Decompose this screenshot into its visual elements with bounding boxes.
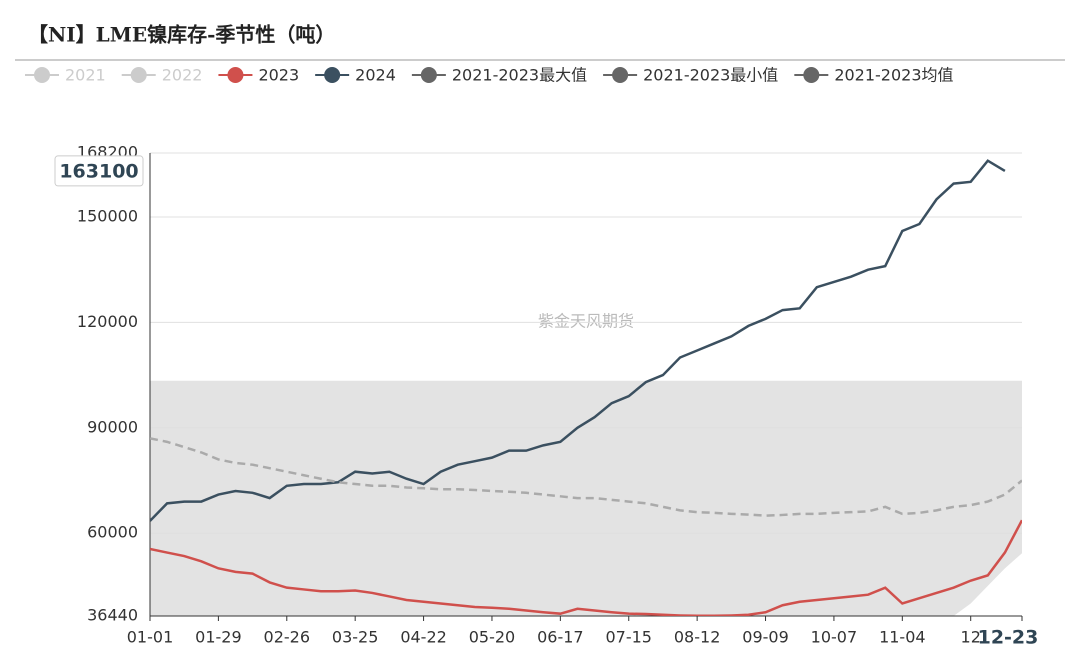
legend-marker xyxy=(227,67,244,83)
legend-marker xyxy=(803,67,820,83)
series-line xyxy=(150,437,1022,517)
x-tick-label: 04-22 xyxy=(400,628,447,647)
y-tick-label: 36440 xyxy=(87,606,138,625)
legend-item[interactable]: 2022 xyxy=(121,66,203,85)
x-tick-label: 01-01 xyxy=(127,628,174,647)
x-tick-label: 02-26 xyxy=(264,628,311,647)
legend-label: 2021 xyxy=(65,66,106,85)
legend-item[interactable]: 2024 xyxy=(315,66,396,85)
y-tick-label: 150000 xyxy=(77,206,138,225)
series-line xyxy=(150,159,1006,522)
legend-item[interactable]: 2021-2023均值 xyxy=(794,66,954,85)
x-tick-label: 09-09 xyxy=(742,628,789,647)
x-tick-label: 01-29 xyxy=(195,628,242,647)
legend-item[interactable]: 2021-2023最小值 xyxy=(603,66,778,85)
legend-marker xyxy=(612,67,629,83)
x-tick-label: 10-07 xyxy=(811,628,858,647)
watermark: 紫金天风期货 xyxy=(538,312,634,331)
x-tick-label: 12 xyxy=(961,628,981,647)
legend-item[interactable]: 2023 xyxy=(218,66,299,85)
legend-label: 2021-2023均值 xyxy=(834,66,953,85)
y-tick-label: 120000 xyxy=(77,312,138,331)
legend-item[interactable]: 2021 xyxy=(25,66,106,85)
legend-label: 2024 xyxy=(355,66,396,85)
series-line xyxy=(150,519,1022,616)
legend-marker xyxy=(34,67,50,83)
y-tick-label: 90000 xyxy=(87,417,138,436)
x-tick-label: 05-20 xyxy=(469,628,516,647)
x-tick-label: 03-25 xyxy=(332,628,379,647)
chart-title: 【NI】LME镍库存-季节性（吨） xyxy=(28,23,335,47)
x-tick-label: 08-12 xyxy=(674,628,721,647)
legend-label: 2023 xyxy=(258,66,299,85)
legend-marker xyxy=(324,67,341,83)
legend-marker xyxy=(420,67,437,83)
x-tick-label: 07-15 xyxy=(605,628,652,647)
x-tick-label: 06-17 xyxy=(537,628,584,647)
legend-label: 2021-2023最大值 xyxy=(452,66,587,85)
legend-label: 2021-2023最小值 xyxy=(643,66,778,85)
legend-marker xyxy=(130,67,147,83)
x-tick-label: 12-23 xyxy=(978,627,1039,649)
x-tick-label: 11-04 xyxy=(879,628,926,647)
y-pointer-label: 163100 xyxy=(59,160,138,182)
legend-item[interactable]: 2021-2023最大值 xyxy=(411,66,587,85)
y-tick-label: 60000 xyxy=(87,523,138,542)
y-pointer-box xyxy=(54,155,144,187)
legend-label: 2022 xyxy=(162,66,203,85)
